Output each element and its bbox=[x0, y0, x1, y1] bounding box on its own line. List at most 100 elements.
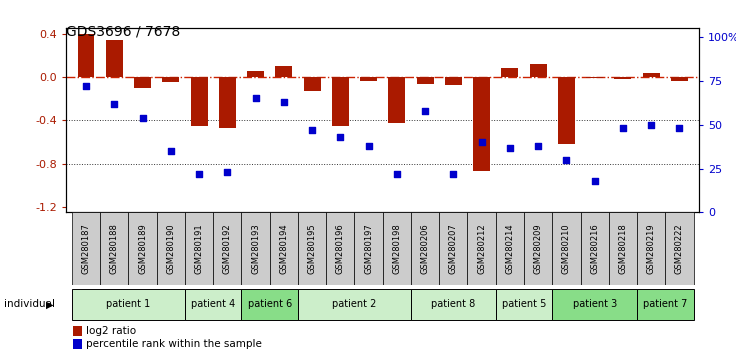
Bar bbox=[558, 77, 575, 144]
Text: GSM280197: GSM280197 bbox=[364, 223, 373, 274]
Point bbox=[589, 178, 601, 184]
Text: GDS3696 / 7678: GDS3696 / 7678 bbox=[66, 25, 180, 39]
Text: GSM280194: GSM280194 bbox=[280, 223, 289, 274]
Bar bbox=[269, 212, 298, 285]
Text: patient 1: patient 1 bbox=[106, 299, 151, 309]
Bar bbox=[128, 212, 157, 285]
Bar bbox=[609, 212, 637, 285]
Bar bbox=[530, 64, 547, 77]
Bar bbox=[241, 212, 269, 285]
Text: patient 4: patient 4 bbox=[191, 299, 236, 309]
Bar bbox=[637, 289, 693, 320]
Point bbox=[137, 115, 149, 121]
Text: GSM280222: GSM280222 bbox=[675, 223, 684, 274]
Bar bbox=[389, 77, 406, 122]
Text: GSM280187: GSM280187 bbox=[82, 223, 91, 274]
Point bbox=[250, 96, 261, 101]
Bar bbox=[581, 212, 609, 285]
Point bbox=[645, 122, 657, 127]
Text: GSM280207: GSM280207 bbox=[449, 223, 458, 274]
Bar bbox=[665, 212, 693, 285]
Point bbox=[165, 148, 177, 154]
Bar bbox=[185, 289, 241, 320]
Point bbox=[278, 99, 290, 105]
Text: GSM280198: GSM280198 bbox=[392, 223, 401, 274]
Bar bbox=[157, 212, 185, 285]
Text: GSM280219: GSM280219 bbox=[647, 223, 656, 274]
Text: patient 5: patient 5 bbox=[502, 299, 546, 309]
Bar bbox=[213, 212, 241, 285]
Bar bbox=[473, 77, 490, 171]
Bar bbox=[100, 212, 128, 285]
Point bbox=[504, 145, 516, 150]
Point bbox=[363, 143, 375, 149]
Bar bbox=[411, 289, 496, 320]
Bar bbox=[467, 212, 496, 285]
Bar bbox=[191, 77, 208, 126]
Text: GSM280212: GSM280212 bbox=[477, 223, 486, 274]
Point bbox=[561, 157, 573, 162]
Point bbox=[193, 171, 205, 177]
Bar bbox=[247, 70, 264, 77]
Bar bbox=[298, 212, 326, 285]
Text: patient 8: patient 8 bbox=[431, 299, 475, 309]
Point bbox=[306, 127, 318, 133]
Bar bbox=[496, 212, 524, 285]
Point bbox=[222, 169, 233, 175]
Text: patient 7: patient 7 bbox=[643, 299, 687, 309]
Text: GSM280209: GSM280209 bbox=[534, 223, 542, 274]
Bar bbox=[298, 289, 411, 320]
Bar bbox=[163, 77, 180, 82]
Bar bbox=[501, 68, 518, 77]
Bar bbox=[552, 212, 581, 285]
Bar bbox=[586, 77, 603, 78]
Bar bbox=[524, 212, 552, 285]
Text: GSM280210: GSM280210 bbox=[562, 223, 571, 274]
Bar bbox=[134, 77, 151, 88]
Bar bbox=[637, 212, 665, 285]
Text: GSM280188: GSM280188 bbox=[110, 223, 118, 274]
Point bbox=[447, 171, 459, 177]
Bar bbox=[496, 289, 552, 320]
Bar bbox=[671, 77, 688, 81]
Bar bbox=[185, 212, 213, 285]
Bar bbox=[73, 326, 82, 336]
Bar bbox=[445, 77, 461, 85]
Bar bbox=[332, 77, 349, 126]
Text: patient 6: patient 6 bbox=[247, 299, 291, 309]
Text: GSM280192: GSM280192 bbox=[223, 223, 232, 274]
Point bbox=[334, 134, 346, 140]
Text: GSM280193: GSM280193 bbox=[251, 223, 260, 274]
Point bbox=[108, 101, 120, 107]
Bar bbox=[241, 289, 298, 320]
Text: individual: individual bbox=[4, 299, 54, 309]
Text: log2 ratio: log2 ratio bbox=[87, 326, 137, 336]
Bar bbox=[355, 212, 383, 285]
Point bbox=[420, 108, 431, 114]
Bar bbox=[72, 289, 185, 320]
Bar bbox=[615, 77, 631, 79]
Bar bbox=[643, 73, 659, 77]
Text: GSM280216: GSM280216 bbox=[590, 223, 599, 274]
Text: GSM280214: GSM280214 bbox=[506, 223, 514, 274]
Text: GSM280206: GSM280206 bbox=[420, 223, 430, 274]
Text: ▶: ▶ bbox=[46, 299, 54, 309]
Text: GSM280191: GSM280191 bbox=[194, 223, 204, 274]
Bar bbox=[73, 339, 82, 349]
Bar bbox=[303, 77, 321, 91]
Bar bbox=[77, 34, 94, 77]
Bar bbox=[383, 212, 411, 285]
Bar bbox=[439, 212, 467, 285]
Text: GSM280189: GSM280189 bbox=[138, 223, 147, 274]
Text: patient 3: patient 3 bbox=[573, 299, 617, 309]
Point bbox=[617, 125, 629, 131]
Point bbox=[673, 125, 685, 131]
Bar bbox=[219, 77, 236, 128]
Bar bbox=[411, 212, 439, 285]
Bar bbox=[417, 77, 434, 84]
Bar bbox=[552, 289, 637, 320]
Bar bbox=[275, 66, 292, 77]
Text: patient 2: patient 2 bbox=[332, 299, 377, 309]
Text: GSM280196: GSM280196 bbox=[336, 223, 345, 274]
Point bbox=[391, 171, 403, 177]
